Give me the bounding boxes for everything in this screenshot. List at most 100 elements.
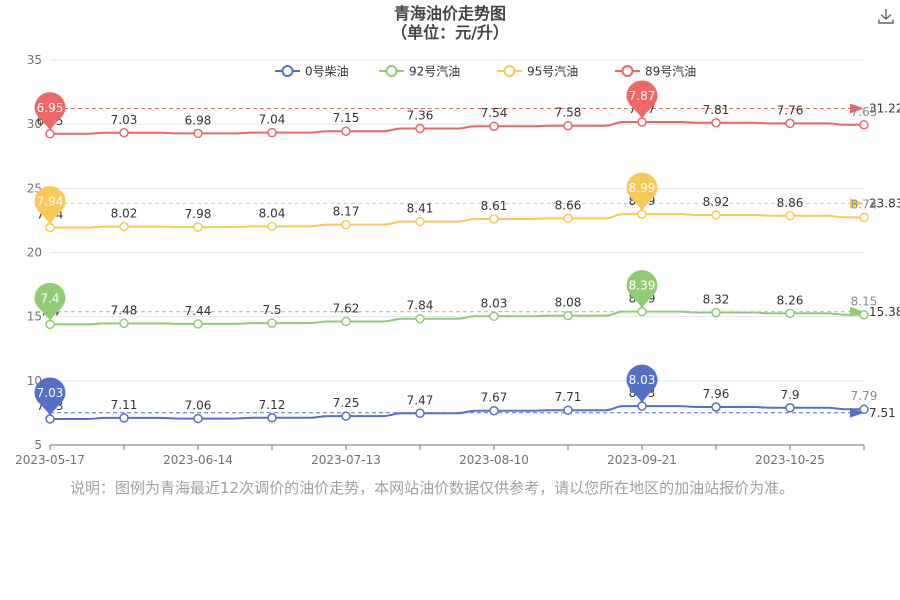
min-pin-marker — [34, 377, 66, 417]
data-point — [415, 216, 425, 227]
data-point — [193, 319, 203, 329]
data-label: 8.41 — [407, 202, 434, 216]
chart-title: 青海油价走势图 （单位：元/升） — [0, 4, 900, 42]
data-point — [489, 121, 499, 131]
x-tick-label: 2023-07-13 — [311, 453, 381, 467]
data-point — [415, 123, 425, 134]
data-point — [563, 120, 573, 131]
average-arrow — [850, 407, 864, 418]
data-point — [711, 210, 721, 220]
y-tick-label: 5 — [34, 438, 42, 452]
min-pin-label: 7.94 — [37, 195, 64, 209]
data-point — [489, 405, 499, 416]
data-point — [341, 316, 351, 327]
data-label: 7.65 — [851, 105, 878, 119]
legend-label: 92号汽油 — [409, 64, 460, 79]
download-button[interactable] — [876, 6, 896, 26]
average-label: 23.83 — [869, 196, 900, 210]
data-point — [119, 413, 129, 423]
legend-item[interactable]: 89号汽油 — [615, 64, 696, 79]
data-label: 7.9 — [780, 388, 799, 402]
data-point — [785, 211, 795, 221]
data-point — [267, 127, 277, 138]
data-label: 7.36 — [407, 109, 434, 123]
data-label: 8.15 — [851, 295, 878, 309]
legend-marker — [281, 65, 294, 77]
chart-note: 说明：图例为青海最近12次调价的油价走势，本网站油价数据仅供参考，请以您所在地区… — [70, 479, 795, 497]
min-pin-label: 6.95 — [37, 101, 64, 115]
y-tick-label: 20 — [27, 246, 42, 260]
data-label: 7.25 — [333, 396, 360, 410]
series-line — [50, 310, 864, 326]
data-point — [785, 118, 795, 129]
legend-item[interactable]: 95号汽油 — [497, 64, 578, 79]
average-label: 31.22 — [869, 102, 900, 116]
data-label: 7.76 — [777, 103, 804, 117]
data-label: 8.92 — [703, 195, 730, 209]
data-point — [193, 128, 203, 139]
x-tick-label: 2023-05-17 — [15, 453, 85, 467]
data-label: 7.15 — [333, 111, 360, 125]
legend-label: 89号汽油 — [645, 64, 696, 79]
max-pin-marker — [626, 172, 658, 212]
data-point — [415, 313, 425, 324]
data-label: 8.03 — [481, 296, 508, 310]
data-label: 7.54 — [481, 106, 508, 120]
legend-item[interactable]: 92号汽油 — [379, 64, 460, 79]
data-label: 7.84 — [407, 299, 434, 313]
average-label: 7.51 — [869, 406, 896, 420]
data-point — [637, 401, 647, 411]
data-label: 7.58 — [555, 106, 582, 120]
data-label: 7.06 — [185, 399, 212, 413]
data-label: 7.98 — [185, 207, 212, 221]
data-label: 7.81 — [703, 103, 730, 117]
data-label: 8.61 — [481, 199, 508, 213]
data-point — [45, 222, 55, 233]
max-pin-marker — [626, 364, 658, 404]
data-label: 8.02 — [111, 207, 138, 221]
data-point — [563, 310, 573, 321]
legend-item[interactable]: 0号柴油 — [275, 65, 349, 79]
data-label: 8.66 — [555, 198, 582, 212]
legend-marker — [621, 65, 634, 77]
data-point — [119, 128, 129, 138]
data-point — [637, 209, 647, 219]
data-label: 7.48 — [111, 303, 138, 317]
data-label: 6.98 — [185, 113, 212, 127]
max-pin-label: 8.03 — [629, 373, 656, 387]
data-point — [415, 408, 425, 419]
data-label: 7.71 — [555, 390, 582, 404]
data-point — [563, 405, 573, 415]
legend-label: 0号柴油 — [305, 65, 349, 79]
chart-title-line2: （单位：元/升） — [391, 23, 509, 42]
x-tick-label: 2023-09-21 — [607, 453, 677, 467]
series-line — [50, 405, 864, 420]
data-point — [637, 306, 647, 317]
min-pin-marker — [34, 92, 66, 131]
data-label: 8.86 — [777, 196, 804, 210]
data-point — [267, 221, 277, 232]
max-pin-label: 8.39 — [629, 279, 656, 293]
data-point — [637, 117, 647, 127]
series-line — [50, 120, 864, 135]
data-point — [45, 319, 55, 330]
average-arrow — [850, 103, 864, 114]
data-point — [711, 118, 721, 128]
legend-marker — [385, 65, 398, 77]
data-point — [859, 404, 869, 414]
max-pin-label: 7.87 — [629, 89, 656, 103]
data-label: 7.47 — [407, 393, 434, 407]
data-point — [119, 221, 129, 232]
data-label: 7.62 — [333, 302, 360, 316]
data-point — [341, 219, 351, 230]
data-point — [45, 414, 55, 424]
min-pin-label: 7.4 — [40, 291, 59, 305]
series-line — [50, 213, 864, 229]
data-point — [711, 307, 721, 318]
data-label: 8.08 — [555, 296, 582, 310]
data-point — [859, 120, 869, 130]
data-label: 8.26 — [777, 293, 804, 307]
max-pin-marker — [626, 80, 658, 120]
max-pin-marker — [626, 270, 658, 309]
x-tick-label: 2023-08-10 — [459, 453, 529, 467]
